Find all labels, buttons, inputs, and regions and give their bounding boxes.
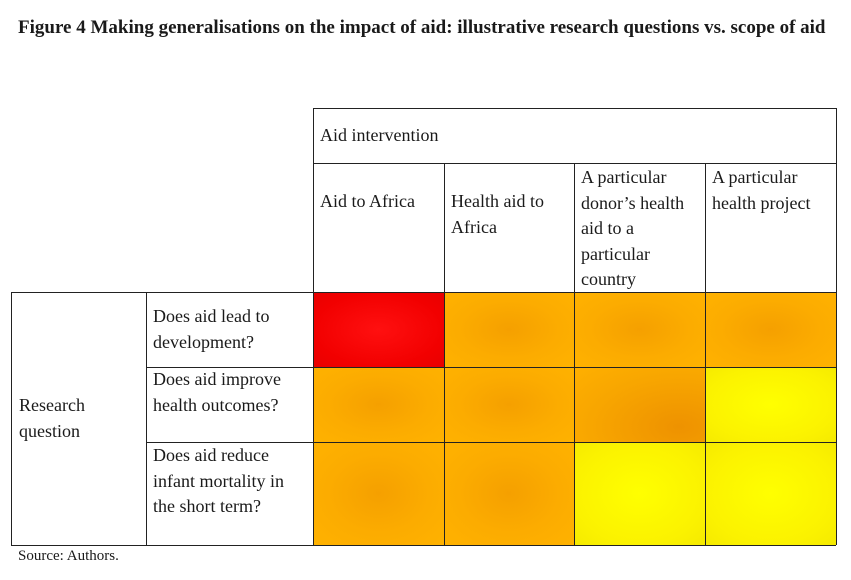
column-header: Health aid to Africa [451, 191, 544, 237]
row-group-header: Research question [19, 395, 85, 441]
column-header: Aid to Africa [320, 191, 415, 211]
heat-cell [574, 292, 705, 367]
heat-cell [574, 442, 705, 545]
heat-cell [705, 442, 836, 545]
heat-cell [705, 367, 836, 442]
row-header: Does aid improve health outcomes? [153, 369, 281, 415]
heat-cell [574, 367, 705, 442]
heat-cell [313, 367, 444, 442]
row-header: Does aid lead to development? [153, 306, 270, 352]
heat-cell [444, 442, 574, 545]
heat-cell [705, 292, 836, 367]
column-group-header: Aid intervention [320, 125, 439, 145]
column-header: A particular health project [712, 167, 811, 213]
heat-cell [444, 292, 574, 367]
heat-cell [313, 292, 444, 367]
heat-cell [444, 367, 574, 442]
column-header: A particular donor’s health aid to a par… [581, 167, 685, 289]
source-note: Source: Authors. [18, 548, 119, 564]
row-header: Does aid reduce infant mortality in the … [153, 445, 284, 516]
heat-cell [313, 442, 444, 545]
figure-title: Figure 4 Making generalisations on the i… [18, 17, 826, 38]
